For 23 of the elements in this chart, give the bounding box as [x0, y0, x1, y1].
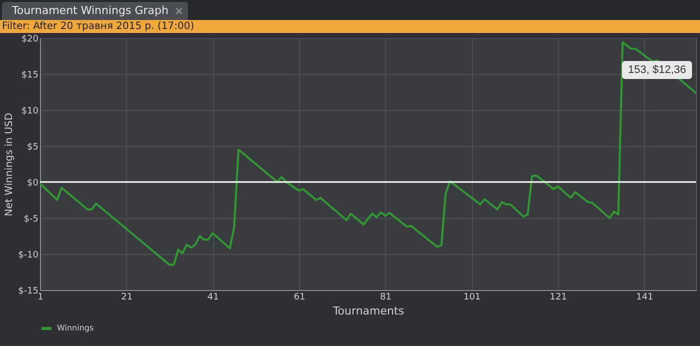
legend-label: Winnings [57, 324, 94, 332]
chart-title: Tournament Winnings Graph [12, 3, 168, 19]
y-tick-label: $-10 [18, 250, 39, 260]
y-tick-label: $-5 [24, 214, 38, 224]
y-tick-label: $0 [27, 178, 39, 188]
x-tick-label: 21 [121, 292, 133, 302]
x-tick-label: 61 [294, 292, 306, 302]
y-tick-label: $5 [27, 142, 38, 152]
x-tick-label: 41 [207, 292, 219, 302]
y-tick-label: $15 [21, 70, 38, 80]
line-series [40, 41, 696, 266]
y-tick-label: $10 [21, 106, 39, 116]
x-tick-label: 121 [550, 292, 567, 302]
annotation: 153, $12,36 [622, 61, 692, 79]
x-tick-label: 81 [380, 292, 392, 302]
x-tick-label: 1 [38, 292, 44, 302]
x-tick-label: 101 [463, 292, 481, 302]
chart-subtitle: Filter: After 20 травня 2015 р. (17:00) [0, 20, 700, 36]
x-tick-label: 141 [636, 292, 654, 302]
y-tick-label: $-15 [18, 286, 38, 296]
y-tick-label: $20 [21, 34, 39, 44]
y-axis-title: Net Winnings in USD [4, 112, 16, 216]
x-axis-title: Tournaments [332, 304, 404, 318]
